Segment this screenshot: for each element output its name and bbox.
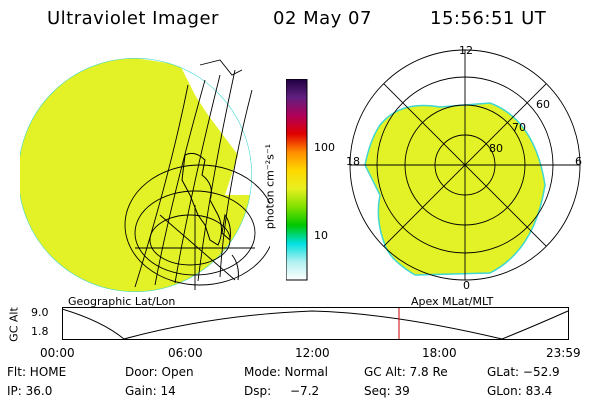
status-flt: Flt: HOME [7, 365, 67, 379]
mlat-label-60: 60 [536, 98, 550, 111]
colorbar-unit-label: photon cm⁻²s⁻¹ [263, 143, 277, 230]
colorbar-tick-100: 100 [314, 141, 335, 154]
status-dsp: Dsp: [244, 384, 272, 398]
status-gain: Gain: 14 [125, 384, 176, 398]
mlt-label-18: 18 [346, 155, 360, 168]
geographic-globe-image [20, 58, 270, 292]
status-gc-alt: GC Alt: 7.8 Re [364, 365, 448, 379]
uv-emission-disk [20, 58, 252, 292]
status-ip: IP: 36.0 [7, 384, 53, 398]
alt-tick-1-8: 1.8 [31, 325, 49, 338]
lat-lon-grid [124, 69, 270, 290]
time-tick-0600: 06:00 [168, 346, 203, 360]
color-scale-bar [286, 79, 308, 281]
altitude-plot [62, 307, 569, 340]
status-seq: Seq: 39 [364, 384, 410, 398]
status-dsp-value: −7.2 [290, 384, 320, 398]
status-glat: GLat: −52.9 [487, 365, 560, 379]
colorbar-tick-10: 10 [314, 229, 328, 242]
mlat-label-80: 80 [489, 142, 503, 155]
alt-ylabel: GC Alt [7, 307, 21, 342]
left-panel-label: Geographic Lat/Lon [68, 295, 176, 308]
mlt-label-6: 6 [575, 155, 582, 168]
mlt-label-12: 12 [459, 44, 473, 57]
auroral-oval [364, 102, 546, 276]
date-label: 02 May 07 [273, 8, 372, 29]
instrument-title: Ultraviolet Imager [47, 8, 219, 29]
time-label: 15:56:51 UT [430, 8, 547, 29]
time-tick-1200: 12:00 [295, 346, 330, 360]
polar-mlat-mlt-plot [349, 49, 581, 281]
polar-grid [349, 49, 581, 281]
right-panel-label: Apex MLat/MLT [411, 295, 494, 308]
status-mode: Mode: Normal [244, 365, 328, 379]
coastline [181, 152, 222, 246]
status-door: Door: Open [125, 365, 194, 379]
alt-tick-9: 9.0 [31, 306, 49, 319]
mlt-label-0: 0 [463, 279, 470, 292]
time-tick-2359: 23:59 [546, 346, 581, 360]
time-tick-1800: 18:00 [422, 346, 457, 360]
altitude-trace [62, 308, 569, 340]
mlat-label-70: 70 [512, 121, 526, 134]
time-tick-0000: 00:00 [40, 346, 75, 360]
status-glon: GLon: 83.4 [487, 384, 553, 398]
